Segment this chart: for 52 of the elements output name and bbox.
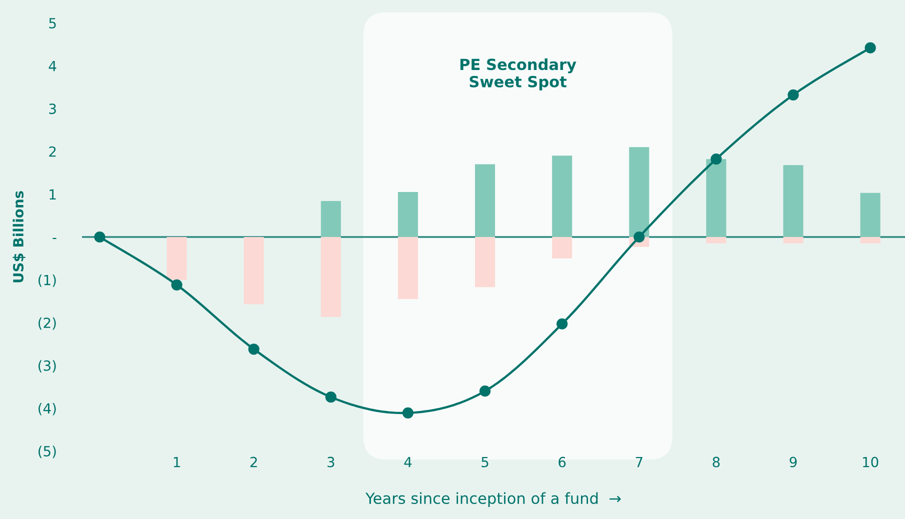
point bbox=[788, 89, 799, 100]
y-tick-label: 1 bbox=[50, 189, 56, 200]
x-tick-label: 6 bbox=[558, 456, 566, 468]
bar bbox=[398, 192, 418, 237]
y-tick-label: 3 bbox=[49, 104, 56, 114]
x-tick-label: 9 bbox=[790, 456, 797, 468]
x-axis-title: Years since inception of a fund → bbox=[365, 492, 621, 508]
y-tick-label: (5) bbox=[38, 446, 56, 458]
y-tick-label: - bbox=[52, 238, 56, 240]
bar bbox=[552, 156, 572, 237]
x-tick-label: 3 bbox=[328, 456, 334, 468]
bar bbox=[860, 237, 880, 244]
point bbox=[479, 386, 491, 397]
bar bbox=[475, 237, 496, 288]
bar bbox=[706, 237, 726, 244]
bar bbox=[552, 237, 572, 258]
x-tick-label: 1 bbox=[174, 456, 180, 468]
x-tick-label: 4 bbox=[404, 456, 412, 468]
point bbox=[94, 231, 106, 243]
y-tick-label: (1) bbox=[38, 274, 56, 287]
bar bbox=[320, 237, 341, 318]
bar bbox=[475, 164, 496, 237]
x-tick-label: 8 bbox=[712, 456, 720, 468]
point bbox=[634, 231, 645, 243]
band-label: PE Secondary Sweet Spot bbox=[460, 58, 576, 90]
point bbox=[710, 154, 722, 165]
bar bbox=[398, 237, 418, 300]
point bbox=[171, 279, 182, 290]
y-tick-label: 4 bbox=[48, 60, 56, 72]
y-tick-label: (2) bbox=[38, 317, 56, 330]
point bbox=[248, 344, 260, 355]
bar bbox=[783, 237, 804, 244]
point bbox=[402, 407, 414, 418]
bar bbox=[166, 237, 187, 280]
x-tick-label: 7 bbox=[636, 456, 642, 468]
y-tick-label: 5 bbox=[49, 18, 56, 28]
bar bbox=[320, 201, 341, 237]
bar bbox=[244, 237, 264, 304]
y-tick-label: 2 bbox=[49, 146, 56, 157]
y-tick-label: (4) bbox=[38, 402, 56, 416]
y-axis-title: US$ Billions bbox=[12, 191, 26, 282]
bar bbox=[860, 192, 880, 237]
x-tick-label: 5 bbox=[482, 456, 488, 468]
point bbox=[556, 318, 568, 330]
y-tick-label: (3) bbox=[38, 360, 56, 373]
x-tick-label: 2 bbox=[250, 456, 257, 468]
x-tick-label: 10 bbox=[863, 456, 878, 468]
bar bbox=[783, 165, 804, 237]
point bbox=[864, 42, 876, 54]
bar bbox=[706, 159, 726, 237]
bar bbox=[629, 147, 650, 237]
point bbox=[325, 392, 336, 403]
